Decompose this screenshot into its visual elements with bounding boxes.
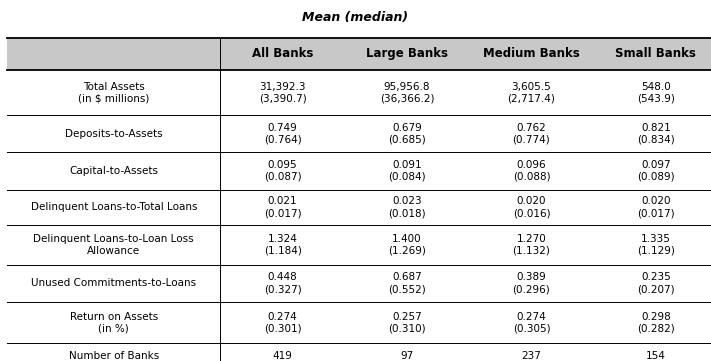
Text: Number of Banks: Number of Banks [69, 351, 159, 361]
Text: Deposits-to-Assets: Deposits-to-Assets [65, 129, 163, 139]
Text: 0.749
(0.764): 0.749 (0.764) [264, 123, 301, 144]
Text: 1.335
(1.129): 1.335 (1.129) [637, 234, 675, 256]
Text: 419: 419 [273, 351, 292, 361]
Text: 0.298
(0.282): 0.298 (0.282) [637, 312, 675, 333]
Text: 0.235
(0.207): 0.235 (0.207) [637, 273, 675, 294]
Text: Medium Banks: Medium Banks [483, 47, 580, 60]
Text: 0.679
(0.685): 0.679 (0.685) [388, 123, 426, 144]
Text: 154: 154 [646, 351, 665, 361]
Text: 0.274
(0.305): 0.274 (0.305) [513, 312, 550, 333]
Bar [7, 38, 711, 70]
Text: 0.020
(0.016): 0.020 (0.016) [513, 196, 550, 218]
Text: 0.257
(0.310): 0.257 (0.310) [388, 312, 426, 333]
Text: 548.0
(543.9): 548.0 (543.9) [637, 82, 675, 103]
Text: 0.687
(0.552): 0.687 (0.552) [388, 273, 426, 294]
Text: Unused Commitments-to-Loans: Unused Commitments-to-Loans [31, 278, 196, 288]
Text: 0.448
(0.327): 0.448 (0.327) [264, 273, 301, 294]
Text: 3,605.5
(2,717.4): 3,605.5 (2,717.4) [508, 82, 555, 103]
Text: 1.324
(1.184): 1.324 (1.184) [264, 234, 301, 256]
Text: 95,956.8
(36,366.2): 95,956.8 (36,366.2) [380, 82, 434, 103]
Text: 1.400
(1.269): 1.400 (1.269) [388, 234, 426, 256]
Text: 0.091
(0.084): 0.091 (0.084) [388, 160, 426, 182]
Text: All Banks: All Banks [252, 47, 314, 60]
Text: Delinquent Loans-to-Loan Loss
Allowance: Delinquent Loans-to-Loan Loss Allowance [33, 234, 194, 256]
Text: 1.270
(1.132): 1.270 (1.132) [513, 234, 550, 256]
Text: 0.389
(0.296): 0.389 (0.296) [513, 273, 550, 294]
Text: 0.023
(0.018): 0.023 (0.018) [388, 196, 426, 218]
Text: 0.274
(0.301): 0.274 (0.301) [264, 312, 301, 333]
Text: Return on Assets
(in %): Return on Assets (in %) [70, 312, 158, 333]
Text: 0.096
(0.088): 0.096 (0.088) [513, 160, 550, 182]
Text: Capital-to-Assets: Capital-to-Assets [69, 166, 159, 176]
Text: 0.095
(0.087): 0.095 (0.087) [264, 160, 301, 182]
Text: 0.097
(0.089): 0.097 (0.089) [637, 160, 675, 182]
Text: 0.821
(0.834): 0.821 (0.834) [637, 123, 675, 144]
Text: 31,392.3
(3,390.7): 31,392.3 (3,390.7) [259, 82, 306, 103]
Text: Small Banks: Small Banks [616, 47, 696, 60]
Text: 0.762
(0.774): 0.762 (0.774) [513, 123, 550, 144]
Text: 97: 97 [400, 351, 414, 361]
Text: Large Banks: Large Banks [366, 47, 448, 60]
Text: 0.020
(0.017): 0.020 (0.017) [637, 196, 675, 218]
Text: Total Assets
(in $ millions): Total Assets (in $ millions) [78, 82, 149, 103]
Text: Mean (median): Mean (median) [302, 11, 409, 24]
Text: 0.021
(0.017): 0.021 (0.017) [264, 196, 301, 218]
Text: 237: 237 [522, 351, 541, 361]
Text: Delinquent Loans-to-Total Loans: Delinquent Loans-to-Total Loans [31, 202, 197, 212]
